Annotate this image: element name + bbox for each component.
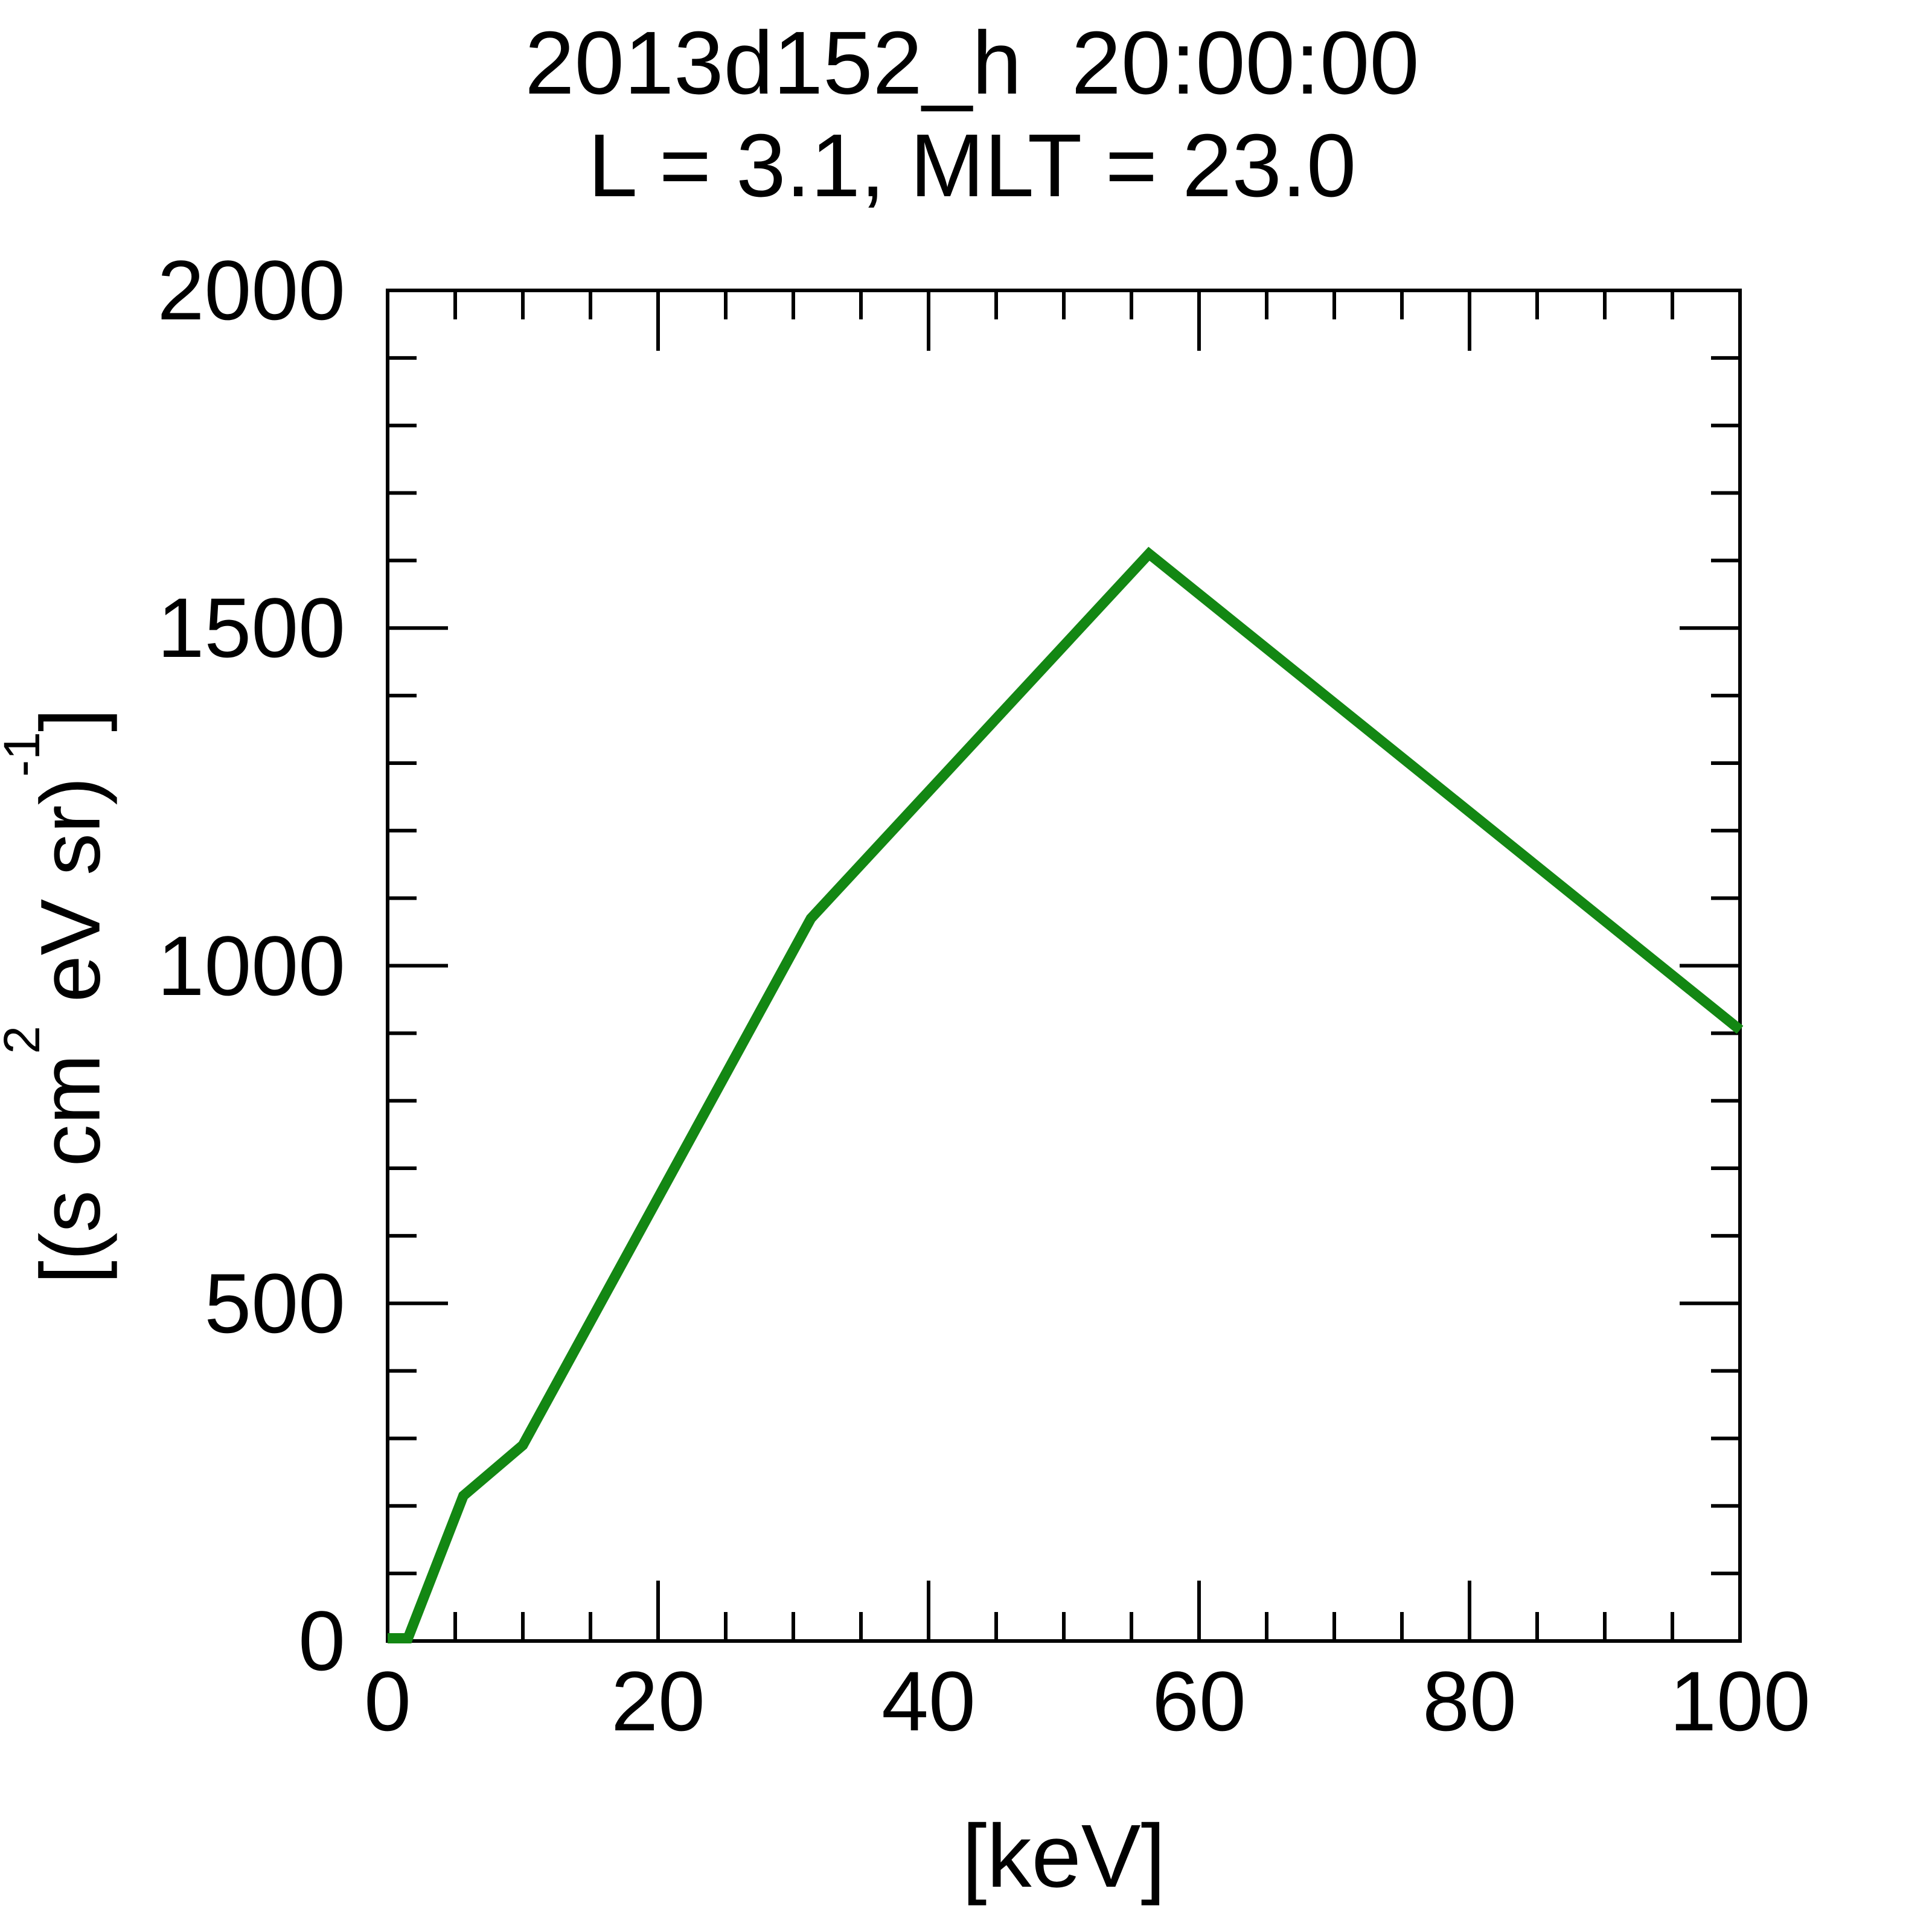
x-tick-label: 0	[364, 1654, 411, 1748]
chart-title-line2: L = 3.1, MLT = 23.0	[587, 116, 1357, 216]
plot-border	[386, 289, 1742, 1643]
x-tick-label: 100	[1669, 1654, 1811, 1748]
chart-title-line1: 2013d152_h 20:00:00	[525, 13, 1419, 113]
y-tick-label: 2000	[157, 243, 345, 337]
y-tick-label: 500	[204, 1255, 345, 1351]
y-tick-label: 0	[298, 1593, 345, 1688]
x-tick-label: 20	[611, 1654, 705, 1748]
x-tick-label: 80	[1422, 1654, 1517, 1748]
x-tick-label: 60	[1152, 1654, 1246, 1748]
spectrum-line	[388, 546, 1744, 1644]
axis-ticks	[386, 289, 1742, 1643]
y-tick-label: 1500	[157, 580, 345, 676]
y-tick-label: 1000	[157, 918, 345, 1013]
x-axis-label: [keV]	[962, 1806, 1166, 1906]
x-tick-label: 40	[881, 1654, 976, 1748]
